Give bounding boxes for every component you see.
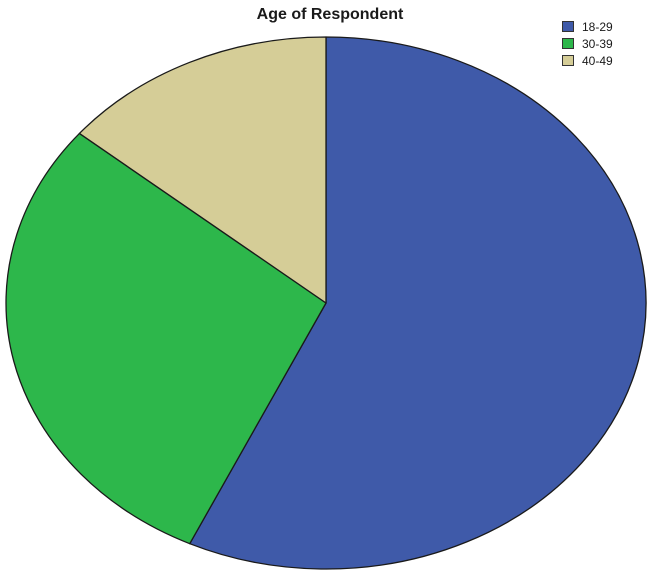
- legend-swatch: [562, 38, 574, 49]
- legend-swatch: [562, 55, 574, 66]
- legend-label: 18-29: [582, 19, 613, 34]
- legend-label: 30-39: [582, 36, 613, 51]
- pie-slice-18-29: [189, 36, 647, 570]
- pie-slice-40-49: [78, 36, 327, 304]
- legend: 18-29 30-39 40-49: [562, 18, 613, 69]
- pie-slice-30-39: [5, 132, 327, 545]
- legend-item-40-49: 40-49: [562, 52, 613, 69]
- legend-swatch: [562, 21, 574, 32]
- chart-title: Age of Respondent: [256, 6, 404, 23]
- legend-label: 40-49: [582, 53, 613, 68]
- legend-item-30-39: 30-39: [562, 35, 613, 52]
- legend-item-18-29: 18-29: [562, 18, 613, 35]
